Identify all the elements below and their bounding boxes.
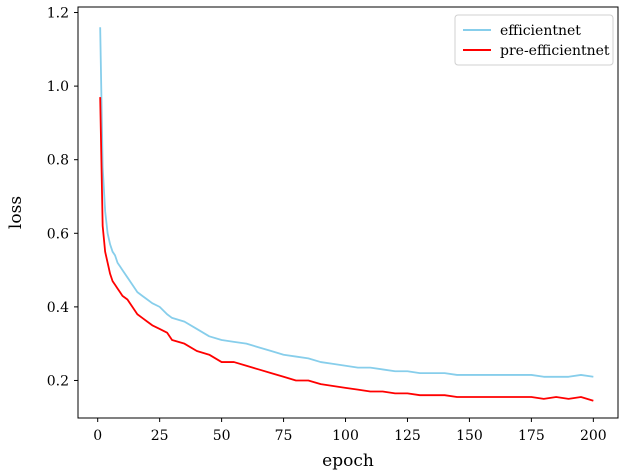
x-tick-label: 175	[518, 428, 545, 444]
y-tick-label: 0.4	[47, 300, 69, 316]
x-tick-label: 50	[213, 428, 231, 444]
legend-box	[454, 14, 614, 66]
series-line-efficientnet	[99, 27, 594, 378]
axes-frame	[77, 6, 619, 419]
y-tick-label: 0.8	[47, 153, 69, 169]
x-tick-label: 25	[151, 428, 169, 444]
x-tick-label: 125	[394, 428, 421, 444]
x-tick-label: 75	[275, 428, 293, 444]
y-tick-label: 1.0	[47, 79, 69, 95]
x-axis-label: epoch	[322, 451, 374, 471]
legend: efficientnet pre-efficientnet	[454, 14, 614, 66]
y-tick-label: 1.2	[47, 6, 69, 22]
plot-area	[99, 27, 594, 402]
y-axis-label: loss	[6, 196, 26, 229]
y-tick-label: 0.2	[47, 373, 69, 389]
series-line-pre-efficientnet	[99, 97, 594, 402]
x-tick-label: 150	[456, 428, 483, 444]
legend-label-efficientnet: efficientnet	[500, 23, 581, 39]
x-tick-label: 100	[332, 428, 359, 444]
x-tick-label: 0	[93, 428, 102, 444]
y-tick-label: 0.6	[47, 226, 69, 242]
x-tick-label: 200	[580, 428, 607, 444]
axes: 0 25 50 75 100 125 150 175 200 0.2 0.4 0.6 0.8 1.0 1.2	[47, 6, 619, 444]
legend-label-pre-efficientnet: pre-efficientnet	[500, 43, 610, 59]
